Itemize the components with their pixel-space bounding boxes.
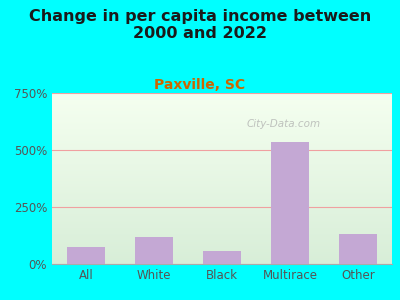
Bar (135, 237, 173, 264)
Bar (67, 247, 105, 264)
Bar (339, 234, 377, 264)
Bar (203, 251, 241, 264)
Text: Change in per capita income between
2000 and 2022: Change in per capita income between 2000… (29, 9, 371, 41)
Bar (271, 142, 309, 264)
Text: Paxville, SC: Paxville, SC (154, 78, 246, 92)
Text: City-Data.com: City-Data.com (246, 119, 320, 129)
